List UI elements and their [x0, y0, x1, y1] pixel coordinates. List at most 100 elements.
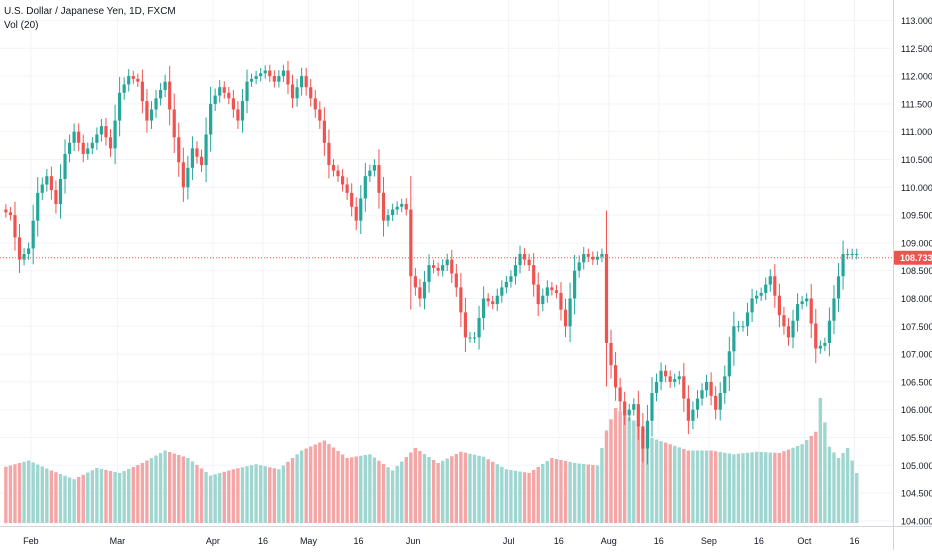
volume-bar: [522, 472, 527, 523]
x-tick-label: 16: [554, 536, 564, 546]
volume-bar: [177, 455, 181, 523]
volume-bar: [809, 435, 813, 523]
candle-body: [659, 370, 663, 382]
candle-body: [127, 76, 131, 85]
volume-indicator-title[interactable]: Vol (20): [4, 20, 39, 31]
candle-body: [4, 209, 8, 213]
candle-body: [350, 192, 354, 207]
volume-bar: [340, 454, 345, 523]
volume-bar: [472, 454, 477, 523]
volume-bar: [349, 457, 354, 523]
y-tick-label: 111.500: [901, 99, 932, 109]
candle-body: [13, 215, 17, 238]
symbol-title[interactable]: U.S. Dollar / Japanese Yen, 1D, FXCM: [4, 6, 176, 17]
volume-bar: [81, 474, 85, 523]
volume-bar: [218, 473, 222, 523]
candle-body: [259, 73, 263, 77]
candle-body: [95, 134, 99, 143]
volume-bar: [409, 452, 413, 523]
volume-bar: [727, 453, 732, 523]
candle-body: [154, 98, 158, 110]
candle-body: [22, 254, 26, 260]
volume-bar: [140, 463, 145, 523]
candle-body: [290, 84, 295, 99]
volume-bar: [836, 458, 841, 523]
candle-body: [518, 254, 522, 266]
candle-body: [404, 203, 408, 210]
volume-bar: [345, 458, 349, 523]
volume-bar: [258, 465, 263, 523]
candle-body: [818, 345, 822, 349]
y-tick-label: 104.000: [901, 516, 932, 526]
candle-body: [691, 409, 695, 421]
candle-body: [254, 76, 258, 79]
volume-bar: [531, 470, 536, 523]
volume-bar: [117, 473, 122, 523]
volume-bar: [709, 450, 713, 523]
volume-bar: [427, 457, 431, 523]
volume-bar: [113, 472, 117, 523]
volume-bar: [272, 468, 277, 523]
volume-bar: [336, 451, 340, 523]
candle-body: [431, 265, 436, 268]
y-tick-label: 109.000: [901, 238, 932, 248]
volume-bar: [468, 453, 472, 523]
volume-bar: [713, 451, 718, 523]
volume-bar: [372, 457, 377, 523]
candle-body: [609, 342, 613, 366]
volume-bar: [400, 461, 404, 523]
candle-body: [627, 409, 631, 416]
volume-bar: [386, 467, 390, 523]
volume-bar: [723, 452, 727, 523]
candle-body: [682, 376, 686, 399]
volume-bar: [63, 475, 67, 523]
candle-body: [108, 137, 113, 149]
volume-bar: [618, 411, 622, 523]
candle-body: [618, 387, 622, 402]
volume-bar: [231, 469, 236, 523]
candle-body: [686, 398, 690, 421]
candle-body: [140, 81, 144, 102]
x-tick-label: 16: [258, 536, 268, 546]
volume-bar: [577, 463, 581, 523]
volume-bar: [54, 472, 58, 523]
candle-body: [573, 270, 577, 299]
y-tick-label: 104.500: [901, 489, 932, 499]
volume-bar: [190, 461, 195, 523]
candle-body: [295, 87, 299, 99]
volume-bar: [741, 453, 745, 523]
candle-body: [773, 276, 777, 296]
volume-bar: [26, 460, 31, 523]
candle-body: [131, 76, 135, 79]
volume-bar: [163, 450, 167, 523]
volume-bar: [359, 455, 363, 523]
candle-body: [186, 167, 190, 188]
volume-bar: [363, 455, 368, 523]
volume-bar: [782, 451, 786, 523]
candle-body: [231, 98, 235, 110]
candle-body: [313, 98, 317, 110]
candle-body: [723, 376, 727, 394]
y-tick-label: 113.000: [901, 16, 932, 26]
volume-bar: [786, 449, 791, 523]
candle-body: [172, 109, 176, 138]
volume-bar: [668, 444, 672, 523]
volume-bar: [855, 473, 859, 523]
volume-bar: [527, 473, 531, 523]
candle-body: [673, 379, 677, 382]
volume-bar: [436, 463, 440, 523]
volume-bar: [22, 461, 26, 523]
volume-bar: [768, 452, 772, 523]
volume-bar: [795, 446, 800, 523]
candle-body: [545, 287, 549, 296]
volume-bar: [281, 465, 286, 523]
candle-body: [222, 87, 226, 93]
candle-body: [677, 376, 681, 380]
volume-bar: [295, 454, 299, 523]
candle-body: [58, 178, 63, 204]
candle-body: [86, 148, 90, 154]
volume-bar: [481, 456, 486, 523]
candle-body: [795, 304, 800, 321]
